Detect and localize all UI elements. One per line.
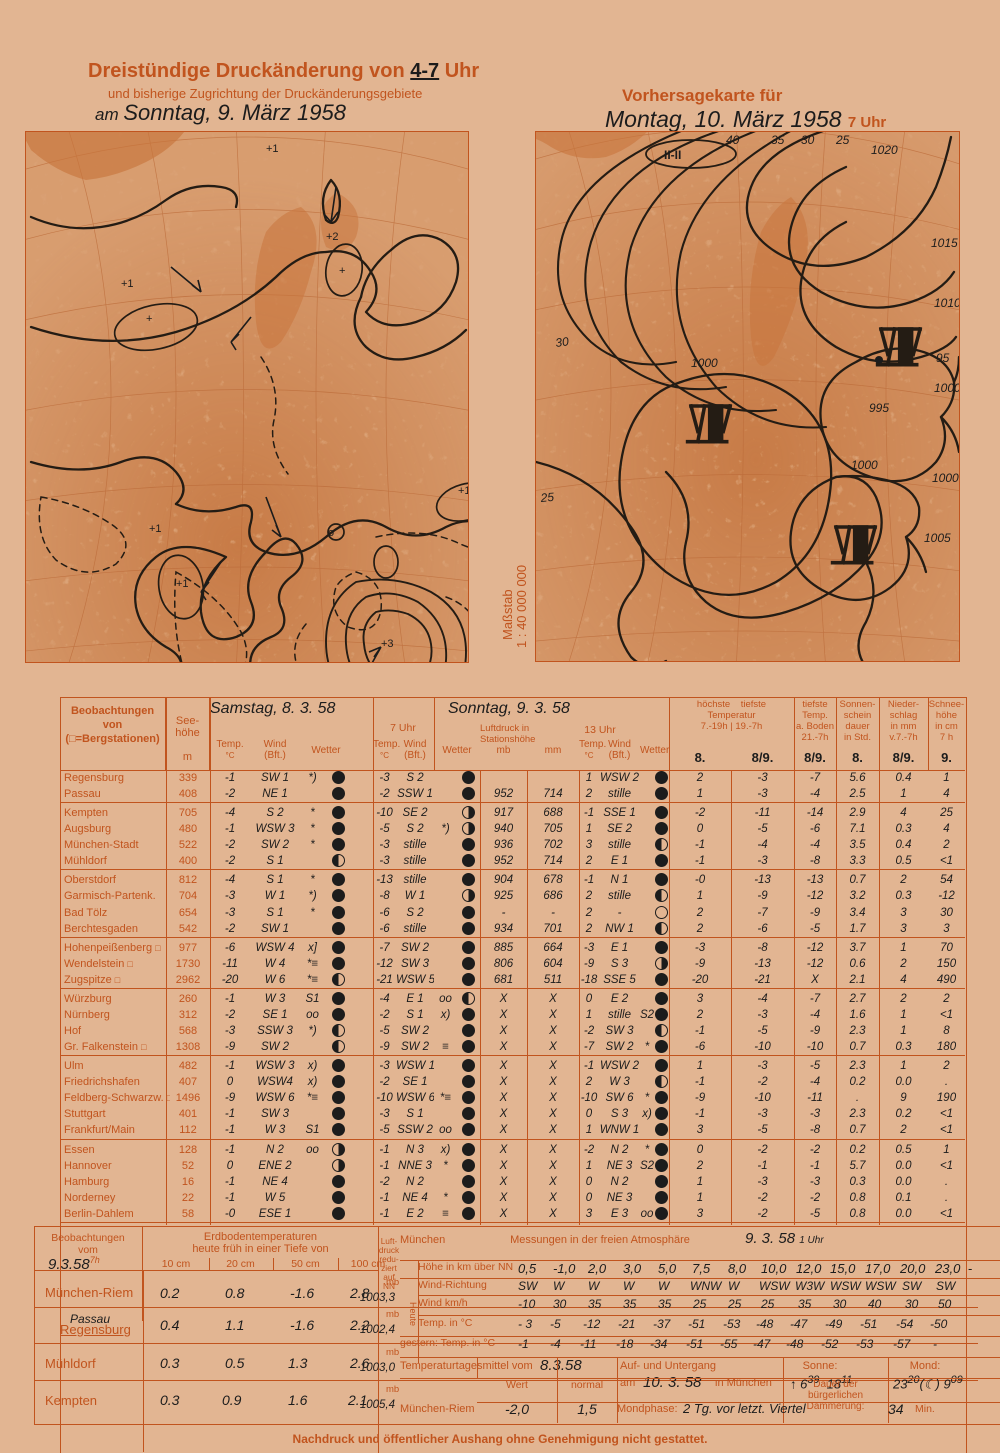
svg-text:1000: 1000 bbox=[691, 356, 718, 370]
svg-text:+3: +3 bbox=[381, 638, 394, 650]
svg-text:+1: +1 bbox=[266, 143, 279, 155]
svg-text:1000: 1000 bbox=[851, 458, 878, 472]
svg-text:40: 40 bbox=[726, 133, 740, 147]
svg-text:1000: 1000 bbox=[934, 381, 959, 395]
svg-text:+1: +1 bbox=[149, 523, 162, 535]
svg-text:1010: 1010 bbox=[934, 296, 959, 310]
svg-text:o: o bbox=[328, 527, 334, 539]
svg-text:30: 30 bbox=[801, 133, 815, 147]
svg-text:1005: 1005 bbox=[924, 531, 951, 545]
svg-text:+: + bbox=[339, 265, 345, 277]
svg-text:1020: 1020 bbox=[871, 143, 898, 157]
svg-text:95: 95 bbox=[936, 351, 950, 365]
svg-text:25: 25 bbox=[539, 490, 555, 505]
svg-text:1015: 1015 bbox=[931, 236, 958, 250]
svg-text:995: 995 bbox=[869, 401, 889, 415]
svg-text:+1: +1 bbox=[176, 578, 189, 590]
svg-text:1000: 1000 bbox=[932, 471, 959, 485]
svg-text:+1: +1 bbox=[458, 485, 468, 497]
svg-text:25: 25 bbox=[835, 133, 850, 147]
svg-text:30: 30 bbox=[554, 334, 569, 350]
svg-text:+: + bbox=[146, 313, 152, 325]
svg-text:+1: +1 bbox=[121, 278, 134, 290]
svg-text:+2: +2 bbox=[326, 231, 339, 243]
svg-text:35: 35 bbox=[771, 133, 785, 147]
svg-text:II-II: II-II bbox=[664, 148, 681, 162]
